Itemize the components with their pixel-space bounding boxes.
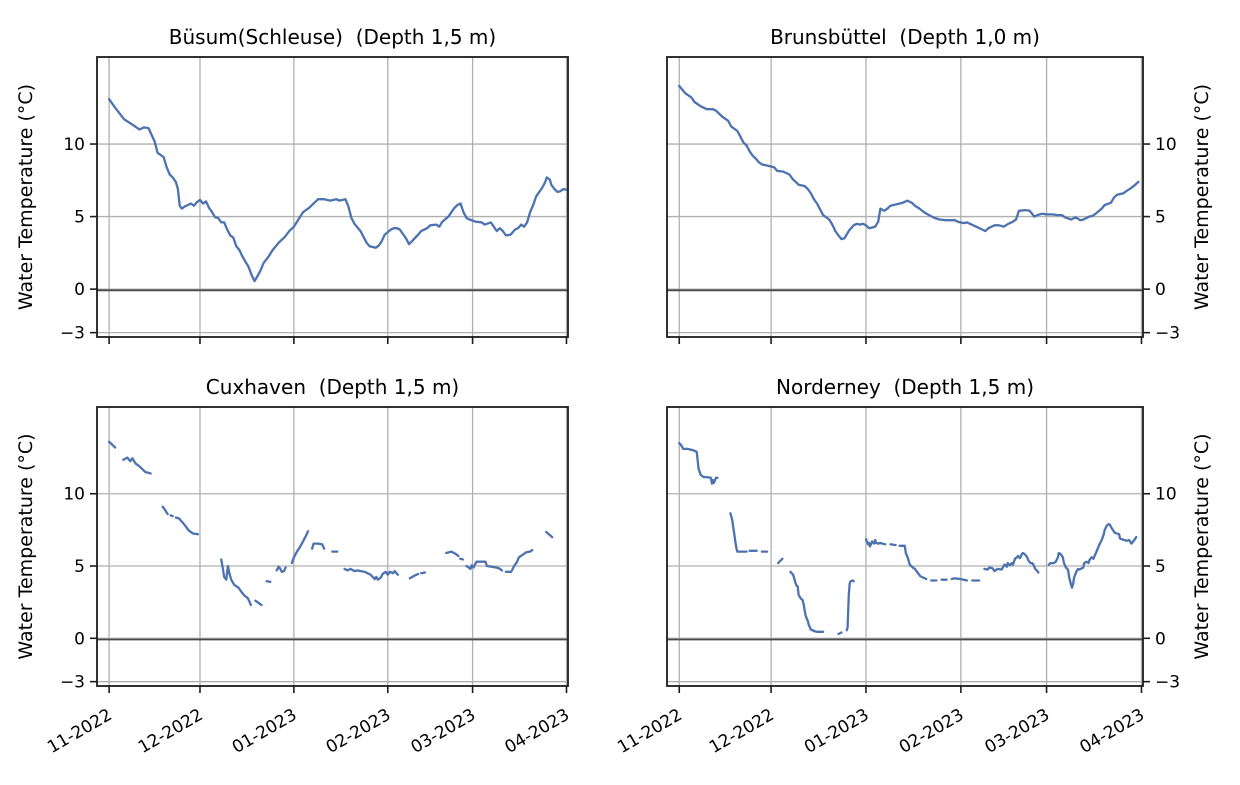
x-tick-label: 04-2023 xyxy=(501,705,573,758)
temperature-series xyxy=(107,97,568,283)
panel-title: Brunsbüttel (Depth 1,0 m) xyxy=(770,25,1040,49)
series-group xyxy=(107,97,568,283)
y-tick-label: 10 xyxy=(63,135,85,155)
y-tick-label: 5 xyxy=(74,557,85,577)
temperature-series xyxy=(265,580,272,584)
y-tick-label: 5 xyxy=(1155,208,1166,228)
x-tick-label: 02-2023 xyxy=(323,705,395,758)
y-tick-label: 0 xyxy=(1155,280,1166,300)
panel-title: Norderney (Depth 1,5 m) xyxy=(776,375,1034,399)
y-tick-label: 0 xyxy=(74,280,85,300)
x-tick-label: 03-2023 xyxy=(982,705,1054,758)
temperature-series xyxy=(678,84,1140,241)
panel-Norderney: 11-2022 12-2022 01-2023 02-2023 03-2023 04-20… xyxy=(614,375,1213,758)
x-tick-label: 12-2022 xyxy=(135,705,207,758)
x-tick-label: 01-2023 xyxy=(801,705,873,758)
x-tick-label: 02-2023 xyxy=(896,705,968,758)
y-tick-label: −3 xyxy=(60,324,85,344)
temperature-series xyxy=(169,514,174,518)
x-tick-label: 03-2023 xyxy=(408,705,480,758)
temperature-series xyxy=(290,530,310,565)
temperature-series xyxy=(837,631,843,636)
y-tick-label: −3 xyxy=(1155,673,1180,693)
temperature-series xyxy=(174,516,200,536)
axes-spines xyxy=(666,56,1144,338)
panel-Büsum(Schleuse): −3 0 5 10 Büsum(Schleuse) (Depth 1,5 m) Water… xyxy=(15,25,569,344)
temperature-series xyxy=(983,551,1040,574)
series-group xyxy=(678,441,1138,636)
y-tick-label: 10 xyxy=(63,485,85,505)
axes-spines xyxy=(96,406,569,687)
temperature-series xyxy=(729,512,748,553)
axes-spines xyxy=(96,56,569,338)
temperature-series xyxy=(845,579,855,632)
temperature-series xyxy=(419,571,427,575)
temperature-series xyxy=(254,599,263,607)
x-tick-label: 11-2022 xyxy=(44,705,116,758)
y-axis-label: Water Temperature (°C) xyxy=(15,433,37,659)
y-tick-label: 5 xyxy=(1155,557,1166,577)
x-tick-label: 01-2023 xyxy=(229,705,301,758)
temperature-series xyxy=(310,542,326,550)
y-axis-label: Water Temperature (°C) xyxy=(1191,433,1213,659)
temperature-series xyxy=(408,572,420,580)
temperature-series xyxy=(122,456,152,475)
panel-title: Büsum(Schleuse) (Depth 1,5 m) xyxy=(169,25,496,49)
x-tick-label: 04-2023 xyxy=(1076,705,1148,758)
series-group xyxy=(678,84,1140,241)
panel-Brunsbüttel: −3 0 5 10 Brunsbüttel (Depth 1,0 m) Water Tem… xyxy=(666,25,1213,344)
panel-Cuxhaven: 11-2022 12-2022 01-2023 02-2023 03-2023 04-20… xyxy=(15,375,573,758)
temperature-series xyxy=(161,505,169,516)
temperature-series xyxy=(545,530,554,539)
temperature-series xyxy=(898,544,928,581)
y-tick-label: 10 xyxy=(1155,485,1177,505)
temperature-series xyxy=(776,557,784,565)
temperature-series xyxy=(459,557,465,561)
temperature-series xyxy=(1047,522,1138,589)
axes-spines xyxy=(666,406,1144,687)
x-tick-label: 12-2022 xyxy=(706,705,778,758)
x-tick-label: 11-2022 xyxy=(614,705,686,758)
temperature-series xyxy=(220,558,253,607)
y-tick-label: 5 xyxy=(74,208,85,228)
y-tick-label: 0 xyxy=(74,629,85,649)
y-axis-label: Water Temperature (°C) xyxy=(1191,84,1213,310)
temperature-series xyxy=(864,538,887,548)
temperature-series xyxy=(889,543,897,547)
y-tick-label: 0 xyxy=(1155,629,1166,649)
temperature-series xyxy=(950,577,969,582)
temperature-series xyxy=(510,548,534,572)
panel-title: Cuxhaven (Depth 1,5 m) xyxy=(206,375,459,399)
temperature-series xyxy=(275,565,287,573)
temperature-series xyxy=(465,560,504,572)
temperature-series xyxy=(445,550,460,558)
y-tick-label: 10 xyxy=(1155,135,1177,155)
y-tick-label: −3 xyxy=(1155,324,1180,344)
temperature-series xyxy=(789,570,825,633)
temperature-series xyxy=(107,440,117,449)
series-group xyxy=(107,440,554,607)
y-tick-label: −3 xyxy=(60,673,85,693)
temperature-series xyxy=(678,441,719,485)
y-axis-label: Water Temperature (°C) xyxy=(15,84,37,310)
temperature-series xyxy=(343,567,399,581)
